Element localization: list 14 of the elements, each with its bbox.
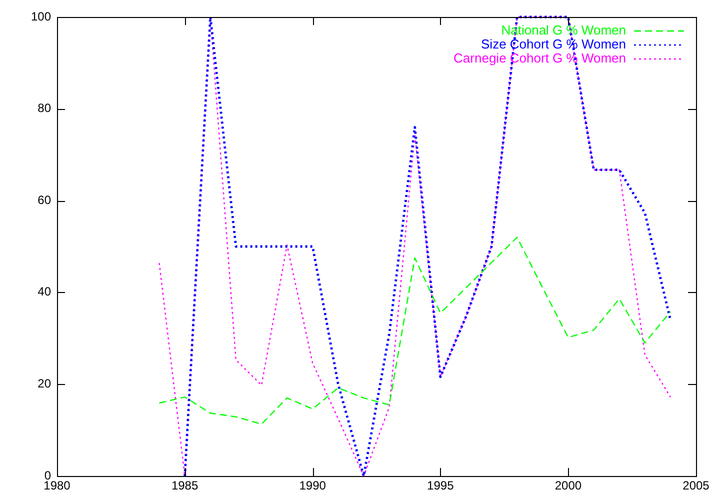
line-series bbox=[158, 236, 672, 425]
legend-label: Size Cohort G % Women bbox=[481, 36, 626, 52]
x-tick-label: 1990 bbox=[299, 478, 326, 493]
y-tick-label: 60 bbox=[38, 192, 52, 207]
x-tick-label: 1995 bbox=[427, 478, 454, 493]
x-tick-label: 1985 bbox=[171, 478, 198, 493]
y-tick-label: 40 bbox=[38, 284, 52, 299]
legend-label: Carnegie Cohort G % Women bbox=[454, 50, 626, 66]
y-tick-label: 20 bbox=[38, 376, 52, 391]
y-tick-label: 100 bbox=[30, 9, 52, 24]
x-tick-label: 2005 bbox=[682, 478, 710, 493]
y-tick-label: 80 bbox=[38, 101, 52, 116]
legend-label: National G % Women bbox=[501, 22, 626, 38]
x-tick-label: 2000 bbox=[554, 478, 582, 493]
